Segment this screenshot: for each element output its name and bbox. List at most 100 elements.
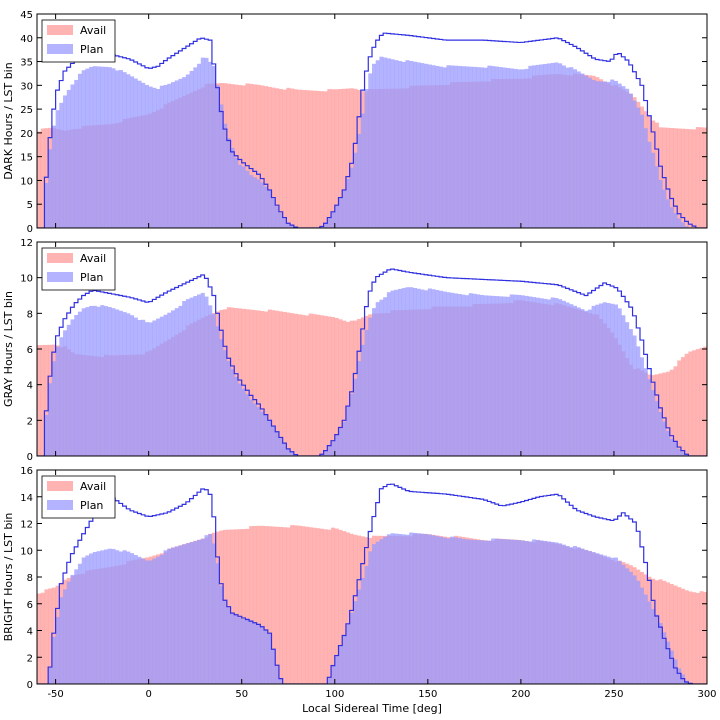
bar-plan (669, 650, 674, 684)
bar-plan (457, 293, 462, 456)
y-tick-label: 10 (20, 546, 33, 557)
series-outline-line (37, 268, 707, 456)
bar-plan (282, 443, 287, 456)
bar-avail (312, 527, 317, 684)
bar-plan (271, 425, 276, 456)
bar-plan (569, 547, 574, 684)
bar-plan (189, 542, 194, 684)
bar-plan (338, 645, 343, 684)
bar-plan (59, 597, 64, 684)
bar-avail (245, 309, 250, 456)
bar-plan (379, 299, 384, 456)
bar-plan (167, 312, 172, 456)
bar-plan (535, 64, 540, 228)
bar-plan (435, 290, 440, 456)
bar-plan (271, 649, 276, 684)
bar-plan (472, 293, 477, 456)
bar-plan (405, 534, 410, 684)
bar-plan (502, 296, 507, 456)
bar-plan (591, 79, 596, 228)
bar-avail (271, 87, 276, 228)
bar-plan (684, 454, 689, 456)
legend: Avail Plan (41, 247, 116, 291)
bar-plan (215, 563, 220, 684)
bar-plan (278, 213, 283, 228)
bar-plan (491, 538, 496, 684)
bar-plan (666, 431, 671, 456)
bar-plan (208, 61, 213, 228)
bar-avail (688, 129, 693, 228)
bar-avail (37, 593, 42, 684)
bar-plan (416, 288, 421, 456)
bar-plan (628, 571, 633, 684)
bar-plan (465, 66, 470, 228)
bar-avail (278, 526, 283, 684)
bar-avail (256, 525, 261, 684)
bar-plan (122, 550, 127, 684)
legend-label-plan: Plan (80, 271, 103, 284)
bar-plan (226, 138, 231, 228)
bar-plan (204, 296, 209, 456)
bar-plan (427, 64, 432, 228)
bar-plan (610, 79, 615, 228)
bar-plan (226, 360, 231, 456)
bar-plan (494, 66, 499, 228)
bar-plan (680, 222, 685, 228)
bar-plan (409, 60, 414, 228)
bar-plan (159, 316, 164, 456)
bar-plan (554, 62, 559, 228)
bar-plan (267, 190, 272, 228)
bar-plan (546, 299, 551, 456)
bar-avail (40, 128, 45, 228)
bar-plan (409, 532, 414, 684)
bar-plan (513, 68, 518, 228)
bar-avail (290, 313, 295, 456)
bar-plan (167, 548, 172, 684)
bar-avail (349, 533, 354, 684)
bar-plan (647, 601, 652, 684)
y-tick-label: 15 (20, 153, 33, 164)
bar-plan (383, 536, 388, 684)
bar-avail (319, 91, 324, 228)
bar-avail (293, 89, 298, 228)
bar-plan (651, 609, 656, 684)
bar-plan (517, 540, 522, 684)
x-tick-label: 150 (418, 689, 437, 700)
bar-plan (617, 561, 622, 684)
bar-avail (308, 527, 313, 684)
bar-plan (349, 167, 354, 228)
bar-plan (528, 541, 533, 684)
y-tick-label: 12 (20, 238, 33, 249)
bar-plan (219, 339, 224, 456)
bar-plan (625, 322, 630, 456)
bar-plan (453, 65, 458, 228)
bar-plan (70, 574, 75, 684)
bar-plan (137, 80, 142, 228)
panel-2: 0 2 4 6 8 10 12 GRAY Hours / LST bin Avail Plan (2, 238, 708, 463)
y-tick-label: 30 (20, 81, 33, 92)
bar-plan (211, 314, 216, 456)
bar-plan (673, 442, 678, 456)
bar-plan (185, 74, 190, 228)
bar-plan (513, 294, 518, 456)
bar-plan (610, 303, 615, 456)
plot-area (37, 268, 707, 456)
bar-plan (360, 113, 365, 228)
bar-plan (92, 66, 97, 228)
bar-avail (662, 372, 667, 456)
bar-avail (48, 588, 53, 684)
bar-plan (115, 550, 120, 684)
y-tick-label: 10 (20, 176, 33, 187)
bar-plan (662, 632, 667, 684)
bar-plan (130, 553, 135, 684)
bar-plan (621, 564, 626, 684)
bar-plan (204, 535, 209, 684)
bar-plan (468, 539, 473, 684)
bar-plan (662, 189, 667, 228)
y-tick-label: 8 (27, 309, 33, 320)
y-tick-label: 6 (27, 345, 33, 356)
bar-plan (535, 297, 540, 456)
legend-swatch-avail (47, 481, 73, 491)
bar-plan (152, 558, 157, 684)
bar-plan (383, 297, 388, 456)
